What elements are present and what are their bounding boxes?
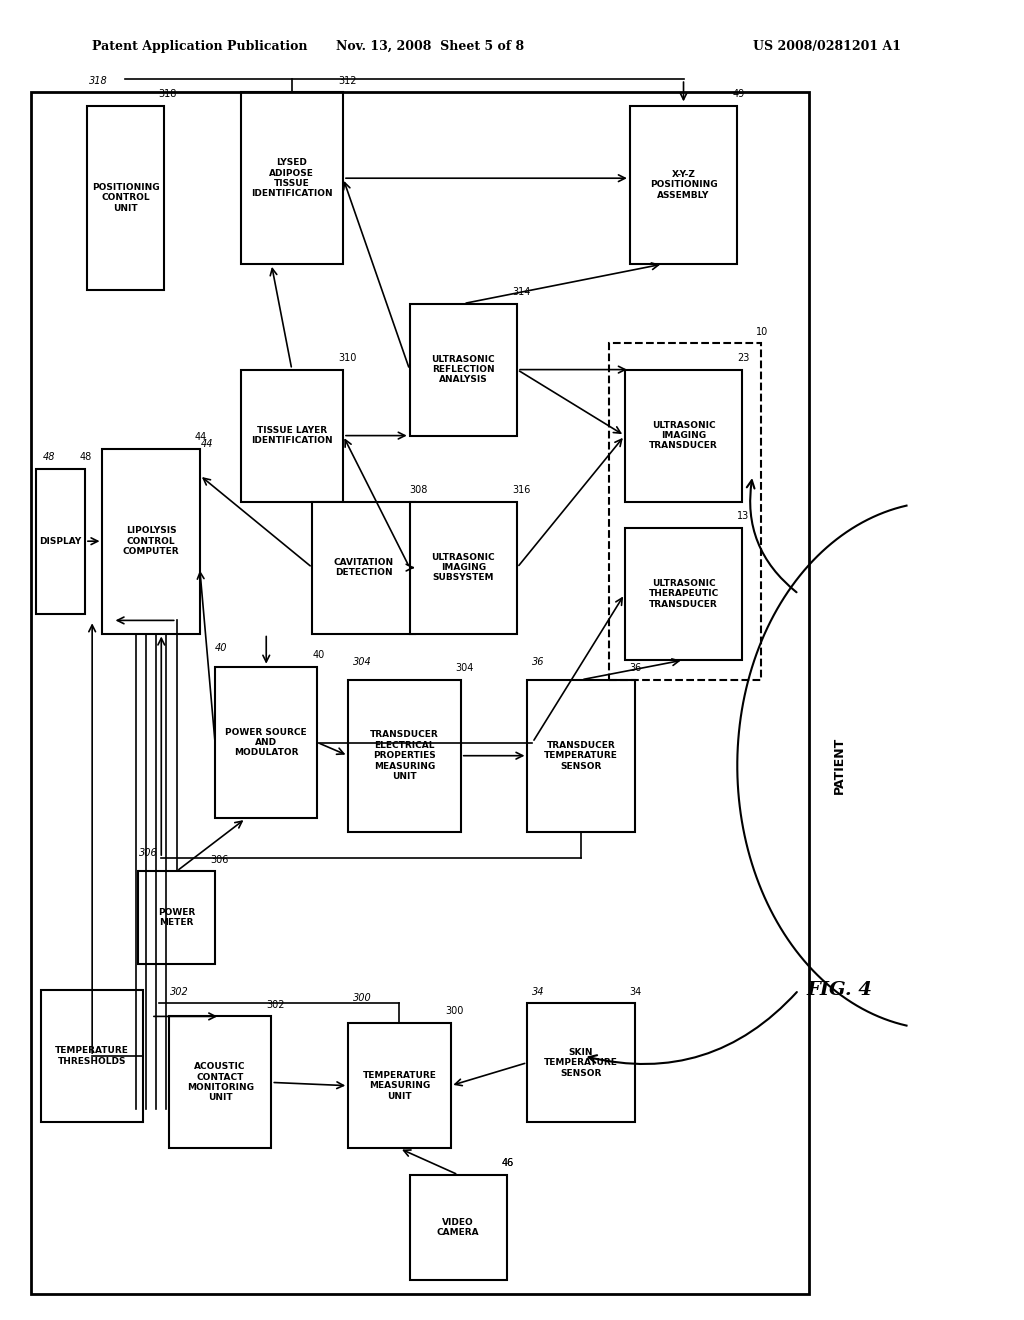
Text: 10: 10 bbox=[756, 326, 768, 337]
Text: 316: 316 bbox=[512, 484, 530, 495]
FancyBboxPatch shape bbox=[410, 1175, 507, 1280]
Text: 34: 34 bbox=[532, 986, 545, 997]
Text: 306: 306 bbox=[139, 847, 158, 858]
Text: 306: 306 bbox=[210, 854, 228, 865]
FancyBboxPatch shape bbox=[410, 502, 517, 634]
Text: 44: 44 bbox=[201, 438, 213, 449]
Text: POSITIONING
CONTROL
UNIT: POSITIONING CONTROL UNIT bbox=[91, 183, 160, 213]
Text: TEMPERATURE
MEASURING
UNIT: TEMPERATURE MEASURING UNIT bbox=[362, 1071, 436, 1101]
Text: 304: 304 bbox=[456, 663, 474, 673]
Text: 44: 44 bbox=[195, 432, 207, 442]
FancyBboxPatch shape bbox=[36, 469, 85, 614]
Text: 48: 48 bbox=[80, 451, 92, 462]
Text: ULTRASONIC
THERAPEUTIC
TRANSDUCER: ULTRASONIC THERAPEUTIC TRANSDUCER bbox=[648, 579, 719, 609]
Text: TISSUE LAYER
IDENTIFICATION: TISSUE LAYER IDENTIFICATION bbox=[251, 426, 333, 445]
Text: ULTRASONIC
IMAGING
SUBSYSTEM: ULTRASONIC IMAGING SUBSYSTEM bbox=[431, 553, 496, 582]
Text: 314: 314 bbox=[512, 286, 530, 297]
FancyBboxPatch shape bbox=[527, 1003, 635, 1122]
Text: ACOUSTIC
CONTACT
MONITORING
UNIT: ACOUSTIC CONTACT MONITORING UNIT bbox=[186, 1063, 254, 1102]
FancyBboxPatch shape bbox=[625, 370, 742, 502]
Text: CAVITATION
DETECTION: CAVITATION DETECTION bbox=[334, 558, 393, 577]
Text: ULTRASONIC
REFLECTION
ANALYSIS: ULTRASONIC REFLECTION ANALYSIS bbox=[431, 355, 496, 384]
Text: 36: 36 bbox=[532, 656, 545, 667]
Text: 13: 13 bbox=[737, 511, 750, 521]
FancyBboxPatch shape bbox=[241, 370, 343, 502]
Text: 36: 36 bbox=[630, 663, 642, 673]
Text: 318: 318 bbox=[159, 88, 177, 99]
Text: X-Y-Z
POSITIONING
ASSEMBLY: X-Y-Z POSITIONING ASSEMBLY bbox=[649, 170, 718, 199]
FancyBboxPatch shape bbox=[527, 680, 635, 832]
FancyBboxPatch shape bbox=[312, 502, 415, 634]
Text: 302: 302 bbox=[170, 986, 188, 997]
Text: 310: 310 bbox=[338, 352, 356, 363]
FancyBboxPatch shape bbox=[348, 1023, 451, 1148]
Text: 312: 312 bbox=[338, 75, 356, 86]
Text: 46: 46 bbox=[502, 1158, 514, 1168]
Text: FIG. 4: FIG. 4 bbox=[807, 981, 872, 999]
Text: POWER
METER: POWER METER bbox=[158, 908, 196, 927]
Text: 40: 40 bbox=[215, 643, 227, 653]
FancyBboxPatch shape bbox=[410, 304, 517, 436]
Text: 302: 302 bbox=[266, 999, 285, 1010]
Text: LYSED
ADIPOSE
TISSUE
IDENTIFICATION: LYSED ADIPOSE TISSUE IDENTIFICATION bbox=[251, 158, 333, 198]
Text: TRANSDUCER
TEMPERATURE
SENSOR: TRANSDUCER TEMPERATURE SENSOR bbox=[544, 741, 618, 771]
Text: PATIENT: PATIENT bbox=[834, 737, 846, 795]
Text: LIPOLYSIS
CONTROL
COMPUTER: LIPOLYSIS CONTROL COMPUTER bbox=[123, 527, 179, 556]
Text: 300: 300 bbox=[353, 993, 372, 1003]
FancyBboxPatch shape bbox=[41, 990, 143, 1122]
FancyBboxPatch shape bbox=[215, 667, 317, 818]
FancyBboxPatch shape bbox=[241, 92, 343, 264]
Text: Nov. 13, 2008  Sheet 5 of 8: Nov. 13, 2008 Sheet 5 of 8 bbox=[336, 40, 524, 53]
Text: VIDEO
CAMERA: VIDEO CAMERA bbox=[437, 1218, 479, 1237]
FancyArrowPatch shape bbox=[589, 993, 797, 1064]
Text: 23: 23 bbox=[737, 352, 750, 363]
Text: 308: 308 bbox=[410, 484, 428, 495]
FancyBboxPatch shape bbox=[169, 1016, 271, 1148]
FancyBboxPatch shape bbox=[138, 871, 215, 964]
FancyBboxPatch shape bbox=[102, 449, 200, 634]
Text: DISPLAY: DISPLAY bbox=[39, 537, 82, 545]
FancyBboxPatch shape bbox=[87, 106, 164, 290]
FancyBboxPatch shape bbox=[625, 528, 742, 660]
Text: POWER SOURCE
AND
MODULATOR: POWER SOURCE AND MODULATOR bbox=[225, 727, 307, 758]
Text: 304: 304 bbox=[353, 656, 372, 667]
Text: Patent Application Publication: Patent Application Publication bbox=[92, 40, 307, 53]
FancyArrowPatch shape bbox=[746, 480, 797, 593]
Text: 34: 34 bbox=[630, 986, 642, 997]
Text: US 2008/0281201 A1: US 2008/0281201 A1 bbox=[753, 40, 901, 53]
Text: 318: 318 bbox=[89, 75, 108, 86]
FancyBboxPatch shape bbox=[630, 106, 737, 264]
Text: 46: 46 bbox=[502, 1158, 514, 1168]
Text: TEMPERATURE
THRESHOLDS: TEMPERATURE THRESHOLDS bbox=[55, 1047, 129, 1065]
Text: ULTRASONIC
IMAGING
TRANSDUCER: ULTRASONIC IMAGING TRANSDUCER bbox=[649, 421, 718, 450]
FancyBboxPatch shape bbox=[348, 680, 461, 832]
Text: 48: 48 bbox=[43, 451, 55, 462]
Text: 40: 40 bbox=[312, 649, 325, 660]
Text: SKIN
TEMPERATURE
SENSOR: SKIN TEMPERATURE SENSOR bbox=[544, 1048, 618, 1077]
Text: 49: 49 bbox=[732, 88, 744, 99]
Text: 300: 300 bbox=[445, 1006, 464, 1016]
Text: TRANSDUCER
ELECTRICAL
PROPERTIES
MEASURING
UNIT: TRANSDUCER ELECTRICAL PROPERTIES MEASURI… bbox=[370, 730, 439, 781]
